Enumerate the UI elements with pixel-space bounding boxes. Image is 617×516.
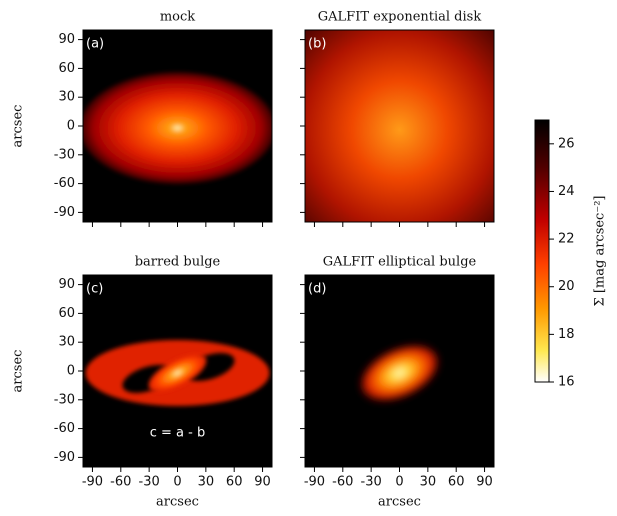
y-tick-label: -90	[54, 450, 75, 465]
image	[305, 30, 494, 222]
colorbar-tick-label: 18	[558, 327, 575, 342]
colorbar-label: Σ [mag arcsec⁻²]	[593, 196, 608, 307]
x-tick-label: 0	[395, 475, 403, 490]
y-tick-label: 60	[58, 306, 75, 321]
annotation: c = a - b	[150, 426, 205, 441]
panel-title: barred bulge	[135, 255, 221, 270]
panel-label: (d)	[308, 282, 326, 297]
x-axis-label: arcsec	[378, 495, 421, 510]
y-axis-label: arcsec	[11, 105, 26, 148]
x-axis-label: arcsec	[156, 495, 199, 510]
colorbar	[535, 120, 549, 382]
x-tick-label: -90	[82, 475, 103, 490]
y-tick-label: 90	[58, 32, 75, 47]
panel-title: GALFIT elliptical bulge	[323, 255, 477, 270]
panel-title: mock	[160, 10, 195, 25]
x-tick-label: 60	[448, 475, 465, 490]
y-tick-label: 90	[58, 277, 75, 292]
x-tick-label: 30	[420, 475, 437, 490]
x-tick-label: 60	[226, 475, 243, 490]
y-tick-label: -60	[54, 421, 75, 436]
colorbar-tick-label: 26	[558, 136, 575, 151]
y-tick-label: -90	[54, 205, 75, 220]
image-bg	[305, 30, 494, 222]
colorbar-tick-label: 24	[558, 184, 575, 199]
y-tick-label: 60	[58, 61, 75, 76]
y-tick-label: -30	[54, 392, 75, 407]
y-tick-label: 0	[67, 364, 75, 379]
x-tick-label: -30	[139, 475, 160, 490]
x-tick-label: 90	[476, 475, 493, 490]
galaxy	[80, 72, 276, 184]
panel-title: GALFIT exponential disk	[318, 10, 482, 25]
colorbar-tick-label: 20	[558, 279, 575, 294]
panel-label: (b)	[308, 37, 326, 52]
image	[305, 275, 494, 467]
figure: mock (a) -90 -60 -30 0 30 60 90 arcsec GALFIT expo…	[0, 0, 617, 516]
x-tick-label: -60	[332, 475, 353, 490]
x-tick-label: 90	[254, 475, 271, 490]
colorbar-tick-label: 22	[558, 232, 575, 247]
panel-label: (a)	[86, 37, 104, 52]
y-tick-label: -60	[54, 176, 75, 191]
y-tick-label: -30	[54, 147, 75, 162]
y-tick-label: 30	[58, 90, 75, 105]
y-tick-label: 0	[67, 119, 75, 134]
panel-label: (c)	[86, 282, 103, 297]
x-tick-label: -90	[304, 475, 325, 490]
x-tick-label: -30	[361, 475, 382, 490]
image	[80, 30, 276, 222]
colorbar-tick-label: 16	[558, 375, 575, 390]
x-tick-label: -60	[110, 475, 131, 490]
x-tick-label: 0	[173, 475, 181, 490]
x-tick-label: 30	[198, 475, 215, 490]
y-axis-label: arcsec	[11, 350, 26, 393]
y-tick-label: 30	[58, 335, 75, 350]
